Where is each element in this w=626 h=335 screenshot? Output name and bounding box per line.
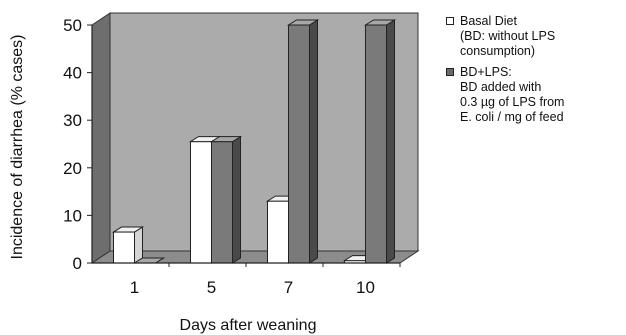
- plot-background: [90, 12, 420, 264]
- bar-basal-diet-day-1: [111, 226, 145, 264]
- x-axis-title: Days after weaning: [180, 317, 317, 334]
- legend-swatch-basal-diet: [446, 17, 454, 25]
- legend-label-line: Basal Diet: [460, 14, 517, 28]
- legend-label-line: (BD: without LPS: [460, 29, 556, 43]
- y-tick-label: 0: [73, 254, 82, 273]
- y-tick-label: 30: [63, 111, 82, 130]
- x-tick-label: 5: [207, 278, 216, 297]
- bar-front: [211, 141, 233, 264]
- legend-entry-bd-lps: BD+LPS: BD added with 0.3 µg of LPS from…: [446, 65, 624, 125]
- bar-bd-lps-day-7: [286, 19, 320, 264]
- bar-front: [288, 24, 310, 264]
- bar-side: [134, 226, 143, 264]
- bar-bd-lps-day-10: [363, 19, 397, 264]
- bar-top: [111, 226, 145, 233]
- bar-side: [386, 19, 395, 264]
- tick-labels: 0 10 20 30 40 50 1 5 7 10: [63, 16, 375, 297]
- y-tick-label: 10: [63, 206, 82, 225]
- x-tick-label: 7: [284, 278, 293, 297]
- legend-swatch-bd-lps: [446, 68, 454, 76]
- y-axis-title: Incidence of diarrhea (% cases): [9, 35, 26, 260]
- bar-front: [267, 200, 289, 264]
- legend: Basal Diet (BD: without LPS consumption)…: [446, 14, 624, 131]
- y-tick-label: 50: [63, 16, 82, 35]
- side-wall: [91, 12, 111, 264]
- bar-top: [209, 136, 243, 143]
- legend-label-line: E. coli / mg of feed: [460, 110, 564, 124]
- bar-bd-lps-day-5: [209, 135, 243, 264]
- y-tick-label: 20: [63, 159, 82, 178]
- legend-label-line: BD added with: [460, 80, 542, 94]
- legend-label-line: BD+LPS:: [460, 65, 512, 79]
- bar-top: [363, 19, 397, 26]
- bar-top: [286, 19, 320, 26]
- bar-side: [309, 19, 318, 264]
- legend-label-line: 0.3 µg of LPS from: [460, 95, 565, 109]
- x-tick-label: 1: [130, 278, 139, 297]
- x-tick-label: 10: [356, 278, 375, 297]
- bar-front: [365, 24, 387, 264]
- legend-entry-basal-diet: Basal Diet (BD: without LPS consumption): [446, 14, 624, 59]
- axes: [87, 24, 401, 267]
- bar-front: [190, 141, 212, 264]
- legend-label-line: consumption): [460, 44, 536, 58]
- bar-side: [232, 135, 241, 264]
- bar-front: [113, 231, 135, 264]
- y-tick-label: 40: [63, 64, 82, 83]
